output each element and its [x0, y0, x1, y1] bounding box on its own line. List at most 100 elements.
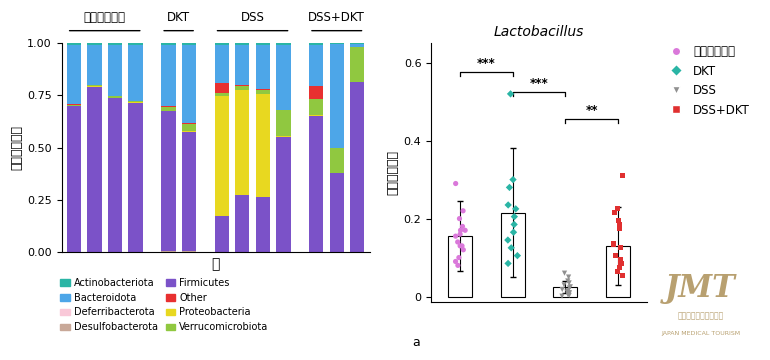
Point — [453, 255, 465, 260]
Legend: Actinobacteriota, Bacteroidota, Deferribacterota, Desulfobacterota, Firmicutes, : Actinobacteriota, Bacteroidota, Deferrib… — [60, 278, 269, 332]
Bar — [235, 86, 249, 90]
Point — [502, 261, 514, 266]
Point — [511, 253, 524, 258]
Bar — [182, 45, 196, 123]
Point — [457, 208, 469, 214]
Text: a: a — [412, 336, 420, 348]
Point — [563, 291, 575, 296]
Text: DKT: DKT — [167, 12, 190, 24]
Bar — [215, 216, 229, 252]
Text: **: ** — [585, 104, 598, 117]
Point — [613, 265, 625, 270]
Bar — [161, 107, 176, 111]
Bar — [276, 111, 290, 136]
Bar — [330, 44, 344, 148]
Point — [450, 233, 462, 239]
Bar — [276, 136, 290, 137]
Point — [614, 261, 627, 266]
Point — [507, 229, 520, 235]
Point — [507, 177, 519, 183]
Bar — [554, 287, 578, 297]
Point — [454, 228, 467, 233]
Point — [609, 253, 621, 258]
Bar — [256, 43, 270, 45]
Bar — [67, 107, 81, 252]
Point — [454, 231, 467, 237]
Bar — [350, 43, 364, 44]
Bar — [330, 148, 344, 173]
Point — [556, 293, 568, 299]
Bar — [182, 251, 196, 252]
Bar — [500, 213, 524, 297]
Point — [510, 206, 522, 212]
Bar — [215, 83, 229, 93]
Point — [617, 173, 629, 179]
Bar — [67, 43, 81, 45]
Bar — [448, 236, 472, 297]
Point — [457, 224, 469, 229]
Bar — [235, 45, 249, 85]
Bar — [129, 101, 142, 103]
Point — [611, 268, 624, 274]
Bar — [235, 90, 249, 195]
Point — [558, 282, 571, 288]
Bar — [256, 45, 270, 89]
Bar — [108, 96, 122, 98]
Text: JAPAN MEDICAL TOURISM: JAPAN MEDICAL TOURISM — [661, 331, 740, 336]
Point — [558, 270, 571, 276]
Point — [508, 221, 521, 227]
X-axis label: 門: 門 — [212, 257, 219, 271]
Point — [451, 239, 464, 245]
Point — [613, 218, 625, 224]
Bar — [256, 89, 270, 90]
Bar — [276, 110, 290, 111]
Point — [563, 290, 575, 296]
Bar — [182, 123, 196, 131]
Bar — [182, 43, 196, 45]
Bar — [276, 137, 290, 252]
Point — [457, 247, 470, 253]
Text: コントロール: コントロール — [84, 12, 126, 24]
Bar — [108, 98, 122, 252]
Bar — [309, 116, 323, 252]
Bar — [309, 86, 323, 99]
Bar — [215, 93, 229, 96]
Point — [611, 206, 624, 212]
Bar — [87, 86, 102, 87]
Point — [608, 241, 620, 247]
Bar — [161, 251, 176, 252]
Point — [564, 285, 576, 291]
Bar — [67, 106, 81, 107]
Text: ***: *** — [530, 77, 548, 90]
Point — [561, 288, 574, 294]
Bar — [309, 45, 323, 86]
Bar — [87, 43, 102, 45]
Point — [505, 245, 517, 251]
Bar — [606, 246, 630, 297]
Legend: コントロール, DKT, DSS, DSS+DKT: コントロール, DKT, DSS, DSS+DKT — [664, 44, 751, 118]
Point — [450, 258, 462, 264]
Bar — [256, 90, 270, 94]
Bar — [67, 45, 81, 104]
Y-axis label: 相対的存在量: 相対的存在量 — [387, 150, 400, 195]
Point — [452, 262, 464, 268]
Point — [508, 214, 521, 220]
Bar — [256, 94, 270, 197]
Point — [562, 292, 574, 297]
Bar — [330, 43, 344, 44]
Text: JMT: JMT — [665, 273, 736, 304]
Bar — [129, 43, 142, 45]
Point — [561, 289, 573, 295]
Point — [613, 221, 625, 227]
Text: 日本医療観光株式会社: 日本医療観光株式会社 — [678, 311, 724, 320]
Bar — [215, 96, 229, 216]
Bar — [215, 43, 229, 45]
Point — [617, 272, 629, 278]
Point — [608, 210, 621, 216]
Point — [456, 243, 468, 249]
Point — [563, 293, 575, 298]
Bar — [235, 43, 249, 45]
Bar — [276, 45, 290, 110]
Point — [614, 225, 626, 231]
Point — [504, 185, 516, 190]
